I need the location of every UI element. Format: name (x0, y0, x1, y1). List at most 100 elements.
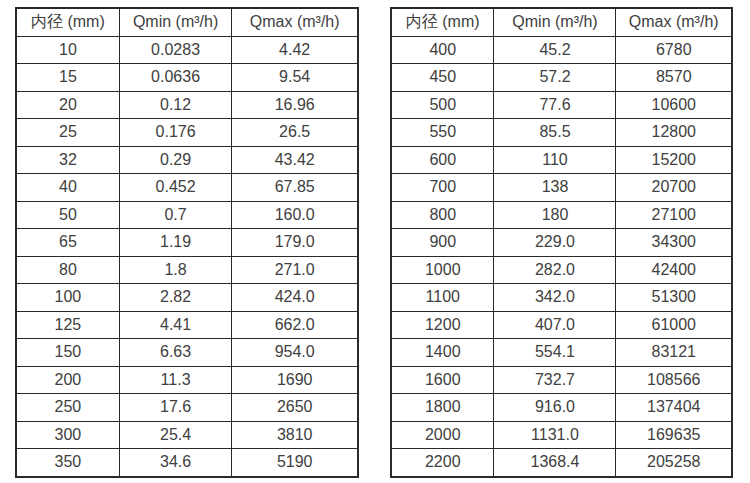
table-cell: 80 (16, 256, 119, 284)
table-cell: 0.7 (119, 201, 232, 229)
table-cell: 8570 (616, 64, 732, 92)
table-row: 60011015200 (391, 146, 732, 174)
table-row: 1400554.183121 (391, 339, 732, 367)
table-cell: 17.6 (119, 394, 232, 422)
table-cell: 138 (494, 174, 616, 202)
table-cell: 20700 (616, 174, 732, 202)
column-header: Qmax (m³/h) (616, 8, 732, 36)
table-row: 900229.034300 (391, 229, 732, 257)
table-cell: 6780 (616, 36, 732, 64)
column-header: 内径 (mm) (16, 8, 119, 36)
table-row: 25017.62650 (16, 394, 358, 422)
table-cell: 160.0 (232, 201, 358, 229)
table-cell: 0.176 (119, 119, 232, 147)
table-cell: 65 (16, 229, 119, 257)
table-cell: 0.0636 (119, 64, 232, 92)
table-cell: 1690 (232, 366, 358, 394)
table-cell: 20 (16, 91, 119, 119)
table-cell: 15200 (616, 146, 732, 174)
table-row: 150.06369.54 (16, 64, 358, 92)
table-cell: 83121 (616, 339, 732, 367)
table-cell: 954.0 (232, 339, 358, 367)
flow-table-small-diameters: 内径 (mm)Qmin (m³/h)Qmax (m³/h) 100.02834.… (15, 7, 359, 478)
table-cell: 57.2 (494, 64, 616, 92)
table-row: 40045.26780 (391, 36, 732, 64)
table-cell: 25.4 (119, 421, 232, 449)
table-cell: 34300 (616, 229, 732, 257)
table-cell: 1600 (391, 366, 494, 394)
table-row: 1000282.042400 (391, 256, 732, 284)
table-cell: 229.0 (494, 229, 616, 257)
table-cell: 1131.0 (494, 421, 616, 449)
table-cell: 51300 (616, 284, 732, 312)
table-row: 1254.41662.0 (16, 311, 358, 339)
table-row: 1600732.7108566 (391, 366, 732, 394)
table-row: 250.17626.5 (16, 119, 358, 147)
table-cell: 6.63 (119, 339, 232, 367)
table-cell: 45.2 (494, 36, 616, 64)
table-row: 500.7160.0 (16, 201, 358, 229)
table-cell: 1400 (391, 339, 494, 367)
table-cell: 250 (16, 394, 119, 422)
table-row: 55085.512800 (391, 119, 732, 147)
table-cell: 1200 (391, 311, 494, 339)
table-cell: 42400 (616, 256, 732, 284)
table-cell: 916.0 (494, 394, 616, 422)
table-cell: 3810 (232, 421, 358, 449)
table-row: 1506.63954.0 (16, 339, 358, 367)
table-row: 20011.31690 (16, 366, 358, 394)
table-cell: 4.42 (232, 36, 358, 64)
table-row: 100.02834.42 (16, 36, 358, 64)
table-cell: 26.5 (232, 119, 358, 147)
table-cell: 0.12 (119, 91, 232, 119)
table-cell: 9.54 (232, 64, 358, 92)
table-cell: 180 (494, 201, 616, 229)
table-cell: 1100 (391, 284, 494, 312)
table-cell: 32 (16, 146, 119, 174)
table-cell: 0.452 (119, 174, 232, 202)
table-cell: 0.29 (119, 146, 232, 174)
table-cell: 600 (391, 146, 494, 174)
column-header: 内径 (mm) (391, 8, 494, 36)
table-cell: 25 (16, 119, 119, 147)
table-row: 1002.82424.0 (16, 284, 358, 312)
table-cell: 15 (16, 64, 119, 92)
table-cell: 450 (391, 64, 494, 92)
table-body: 40045.2678045057.2857050077.61060055085.… (391, 36, 732, 477)
table-row: 1100342.051300 (391, 284, 732, 312)
table-cell: 85.5 (494, 119, 616, 147)
table-row: 45057.28570 (391, 64, 732, 92)
table-cell: 67.85 (232, 174, 358, 202)
column-header: Qmin (m³/h) (494, 8, 616, 36)
table-cell: 43.42 (232, 146, 358, 174)
column-header: Qmin (m³/h) (119, 8, 232, 36)
table-cell: 350 (16, 449, 119, 477)
table-cell: 200 (16, 366, 119, 394)
table-cell: 12800 (616, 119, 732, 147)
table-cell: 2650 (232, 394, 358, 422)
table-cell: 407.0 (494, 311, 616, 339)
table-cell: 424.0 (232, 284, 358, 312)
table-row: 651.19179.0 (16, 229, 358, 257)
table-cell: 1.8 (119, 256, 232, 284)
table-cell: 169635 (616, 421, 732, 449)
table-cell: 554.1 (494, 339, 616, 367)
table-row: 70013820700 (391, 174, 732, 202)
table-cell: 4.41 (119, 311, 232, 339)
table-row: 400.45267.85 (16, 174, 358, 202)
table-cell: 282.0 (494, 256, 616, 284)
table-cell: 27100 (616, 201, 732, 229)
table-cell: 34.6 (119, 449, 232, 477)
table-cell: 61000 (616, 311, 732, 339)
table-cell: 400 (391, 36, 494, 64)
table-cell: 700 (391, 174, 494, 202)
table-row: 30025.43810 (16, 421, 358, 449)
table-cell: 662.0 (232, 311, 358, 339)
table-cell: 205258 (616, 449, 732, 477)
table-row: 80018027100 (391, 201, 732, 229)
table-cell: 40 (16, 174, 119, 202)
table-cell: 100 (16, 284, 119, 312)
table-cell: 179.0 (232, 229, 358, 257)
table-cell: 1.19 (119, 229, 232, 257)
table-cell: 500 (391, 91, 494, 119)
